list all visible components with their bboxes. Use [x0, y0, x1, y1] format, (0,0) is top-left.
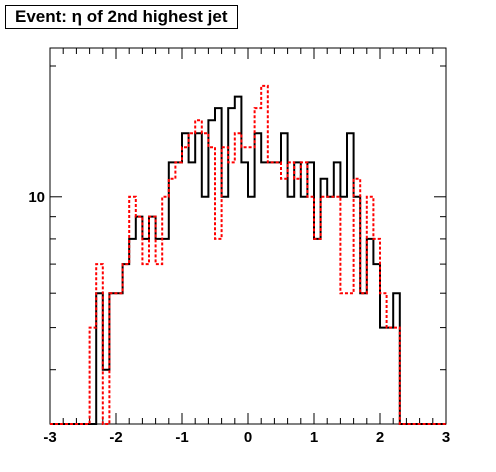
histogram-series-2	[50, 84, 446, 425]
x-tick-label: -3	[43, 429, 56, 446]
x-tick-label: 3	[442, 429, 450, 446]
y-tick-label: 10	[28, 189, 45, 206]
histogram-series-1	[50, 95, 446, 425]
x-tick-label: 0	[244, 429, 252, 446]
x-tick-label: 1	[310, 429, 318, 446]
x-tick-label: 2	[376, 429, 384, 446]
chart-title: Event: η of 2nd highest jet	[5, 5, 238, 29]
x-tick-label: -2	[109, 429, 122, 446]
x-tick-label: -1	[175, 429, 188, 446]
